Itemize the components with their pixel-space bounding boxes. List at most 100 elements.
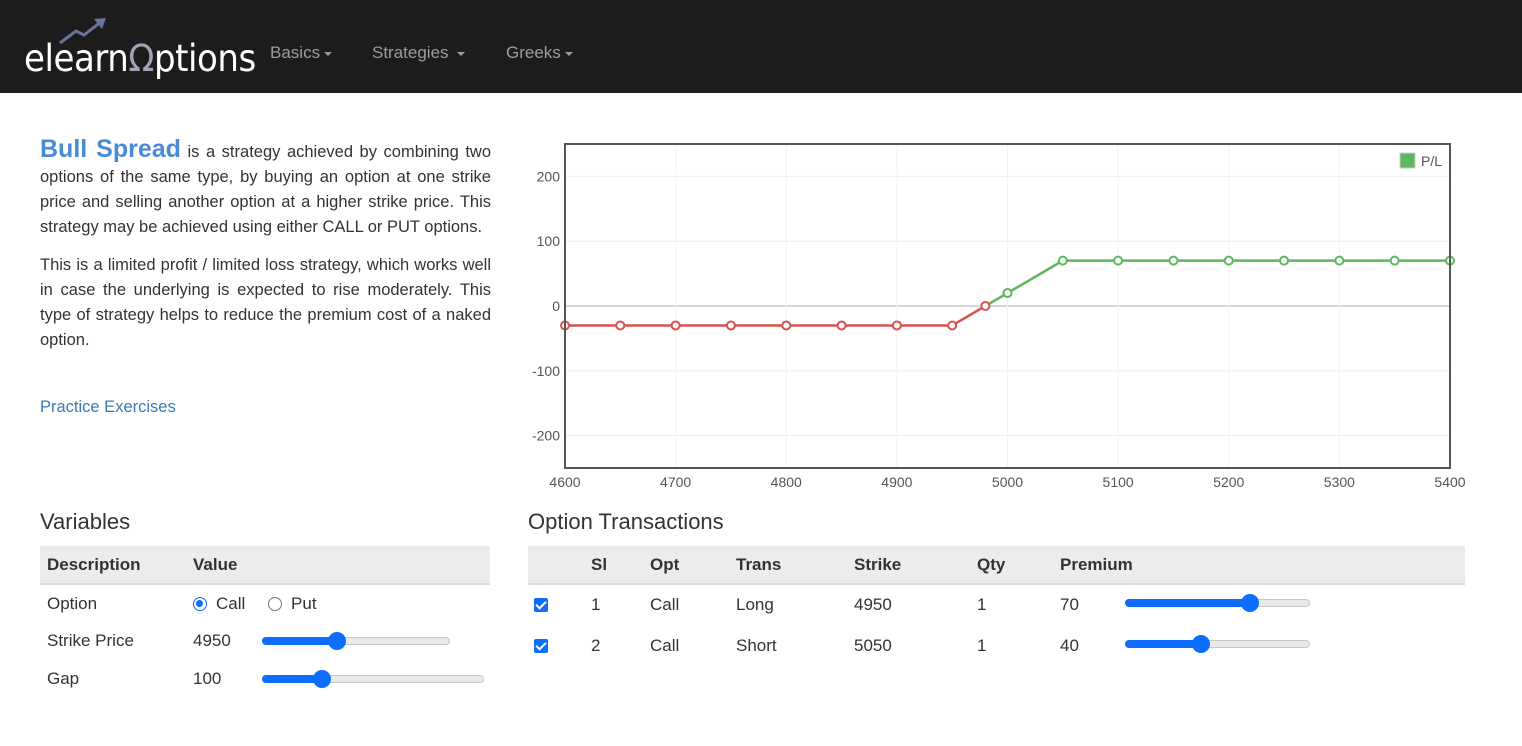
site-logo[interactable]: elearnΩptions <box>24 17 256 83</box>
transaction-row: 2 Call Short 5050 1 40 <box>528 625 1465 666</box>
put-label: Put <box>291 593 317 613</box>
slider-fill <box>1125 599 1250 607</box>
chart-legend[interactable]: P/L <box>1399 152 1442 169</box>
x-tick-label: 5200 <box>1213 474 1244 490</box>
chart-grid <box>564 144 1451 468</box>
strategy-description: Bull Spread is a strategy achieved by co… <box>40 137 491 366</box>
slider-fill <box>262 637 337 645</box>
option-transactions-table: Sl Opt Trans Strike Qty Premium 1 Call L… <box>528 546 1465 666</box>
data-point <box>670 320 681 331</box>
put-radio[interactable] <box>268 596 283 611</box>
qty-cell: 1 <box>977 635 987 655</box>
nav-basics[interactable]: Basics <box>270 43 333 63</box>
data-point <box>1002 288 1013 299</box>
call-label: Call <box>216 593 246 613</box>
chevron-down-icon <box>324 51 333 56</box>
data-point <box>1113 255 1124 266</box>
opt-cell: Call <box>650 635 680 655</box>
col-value: Value <box>186 546 490 585</box>
variables-header-row: Description Value <box>40 546 490 585</box>
slider-thumb[interactable] <box>1192 635 1211 653</box>
col-strike: Strike <box>854 546 977 585</box>
row-select-cell <box>528 584 591 625</box>
col-trans: Trans <box>736 546 854 585</box>
strategy-name: Bull Spread <box>40 135 181 163</box>
chevron-down-icon <box>564 51 573 56</box>
trans-cell: Long <box>736 595 774 614</box>
y-tick-label: -200 <box>532 428 560 444</box>
qty-cell: 1 <box>977 595 987 614</box>
strike-price-label: Strike Price <box>47 631 134 650</box>
slider-thumb[interactable] <box>328 632 347 650</box>
data-point <box>615 320 626 331</box>
option-type-radio-group: Call Put <box>186 584 490 622</box>
x-tick-label: 5400 <box>1434 474 1465 490</box>
strike-cell: 5050 <box>854 635 892 655</box>
intro-paragraph-1: Bull Spread is a strategy achieved by co… <box>40 137 491 240</box>
data-point <box>1389 255 1400 266</box>
y-tick-label: 200 <box>537 168 561 184</box>
col-opt: Opt <box>650 546 736 585</box>
data-point <box>1057 255 1068 266</box>
series-segment <box>951 304 987 327</box>
data-point <box>947 320 958 331</box>
nav-basics-label: Basics <box>270 43 321 62</box>
strike-cell: 4950 <box>854 595 892 614</box>
premium-cell: 70 <box>1060 595 1079 614</box>
col-select <box>528 546 591 585</box>
chart-frame <box>564 143 1451 469</box>
opt-cell: Call <box>650 595 680 614</box>
nav-greeks-label: Greeks <box>506 43 561 62</box>
call-radio[interactable] <box>193 596 207 611</box>
row-checkbox[interactable] <box>534 598 548 612</box>
option-label: Option <box>47 593 98 613</box>
premium-slider-2[interactable] <box>1125 635 1310 653</box>
trans-cell: Short <box>736 635 777 655</box>
intro-text-1: is a strategy achieved by combining two … <box>40 143 491 236</box>
data-point <box>891 320 902 331</box>
strike-price-slider[interactable] <box>262 632 450 650</box>
y-tick-label: 100 <box>537 233 561 249</box>
legend-swatch <box>1399 152 1416 169</box>
row-checkbox[interactable] <box>534 638 548 653</box>
slider-fill <box>1125 640 1201 648</box>
option-row: Option Call Put <box>40 584 490 622</box>
x-tick-label: 4800 <box>771 474 802 490</box>
premium-cell: 40 <box>1060 635 1079 655</box>
chart-y-ticks: 200 100 0 -100 -200 <box>532 168 560 443</box>
strike-price-value: 4950 <box>193 631 231 650</box>
series-segment <box>1006 259 1064 295</box>
practice-exercises-link[interactable]: Practice Exercises <box>40 398 176 416</box>
data-point <box>1223 255 1234 266</box>
data-point <box>836 320 847 331</box>
data-point <box>781 320 792 331</box>
premium-slider-1[interactable] <box>1125 594 1310 612</box>
x-tick-label: 4900 <box>881 474 912 490</box>
data-point <box>1168 255 1179 266</box>
gap-value: 100 <box>193 669 222 688</box>
gap-slider[interactable] <box>262 670 484 688</box>
slider-thumb[interactable] <box>313 670 332 688</box>
data-point <box>1334 255 1345 266</box>
variables-table: Description Value Option Call Put Strike… <box>40 546 490 698</box>
gap-label: Gap <box>47 669 80 688</box>
chart-x-ticks: 4600 4700 4800 4900 5000 5100 5200 5300 5400 <box>549 474 1465 490</box>
data-point <box>980 301 991 311</box>
nav-greeks[interactable]: Greeks <box>506 43 573 63</box>
legend-label: P/L <box>1421 153 1442 169</box>
strike-price-row: Strike Price 4950 <box>40 622 490 660</box>
logo-arrow-icon <box>59 18 106 45</box>
slider-thumb[interactable] <box>1241 594 1260 612</box>
pl-chart: 200 100 0 -100 -200 4600 4700 4800 4900 5000 5100… <box>532 143 1466 490</box>
transaction-row: 1 Call Long 4950 1 70 <box>528 584 1465 625</box>
option-transactions-title: Option Transactions <box>528 509 724 534</box>
sl-cell: 1 <box>591 595 601 614</box>
chevron-down-icon <box>457 51 466 56</box>
data-point <box>1279 255 1290 266</box>
row-select-cell <box>528 625 591 666</box>
col-sl: Sl <box>591 546 650 585</box>
data-point <box>725 320 736 331</box>
y-tick-label: -100 <box>532 363 560 379</box>
logo-text: elearnΩptions <box>24 37 256 80</box>
nav-strategies[interactable]: Strategies <box>372 43 466 63</box>
